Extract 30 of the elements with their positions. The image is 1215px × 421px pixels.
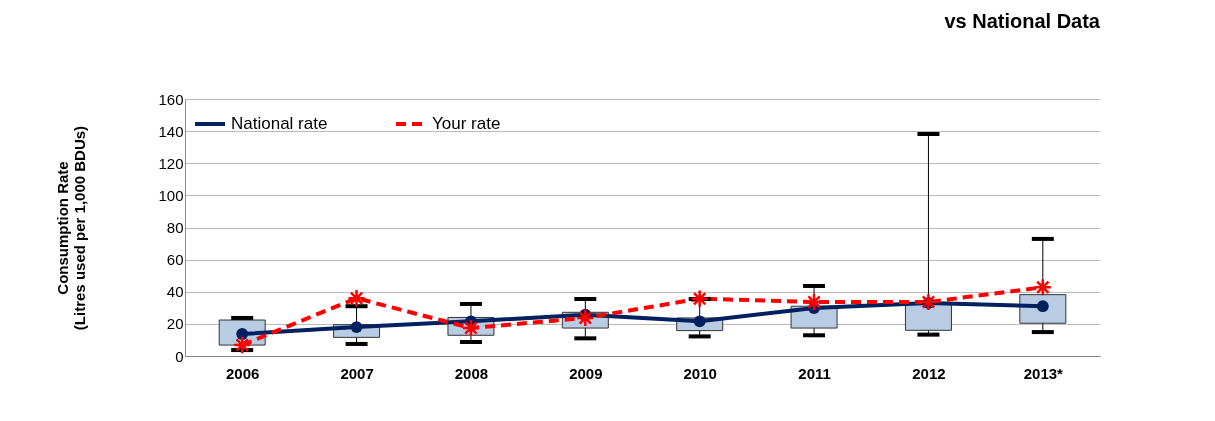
y-tick-label: 40	[166, 283, 184, 301]
y-tick-label: 100	[158, 186, 184, 204]
point	[461, 318, 481, 338]
x-tick-label: 2007	[340, 364, 374, 382]
point	[804, 292, 824, 312]
y-tick-label: 160	[158, 90, 184, 108]
x-tick-label: 2012	[912, 364, 946, 382]
y-tick-label: 80	[166, 219, 184, 236]
point	[576, 308, 595, 328]
y-tick-label: 120	[158, 154, 184, 172]
y-axis-title: Consumption Rate (Litres used per 1,000 BDUs)	[54, 125, 89, 331]
y-tick-label: 60	[166, 251, 184, 269]
bar	[904, 303, 952, 331]
y-tick-label: 0	[175, 347, 184, 365]
x-tick-label: 2011	[798, 364, 831, 382]
point	[232, 335, 252, 355]
x-tick-label: 2008	[454, 364, 489, 382]
y-tick-label: 20	[166, 315, 184, 333]
x-tick-label: 2006	[226, 364, 260, 382]
point	[919, 292, 938, 312]
legend-label: National rate	[231, 114, 328, 133]
x-tick-label: 2009	[569, 364, 603, 382]
x-tick-label: 2013*	[1023, 364, 1064, 382]
point	[347, 288, 366, 308]
point	[1033, 277, 1053, 297]
legend-label: Your rate	[432, 114, 501, 133]
y-tick-label: 140	[158, 122, 184, 140]
point	[690, 289, 709, 308]
x-tick-label: 2010	[683, 364, 717, 382]
chart-title: vs National Data	[944, 10, 1101, 32]
